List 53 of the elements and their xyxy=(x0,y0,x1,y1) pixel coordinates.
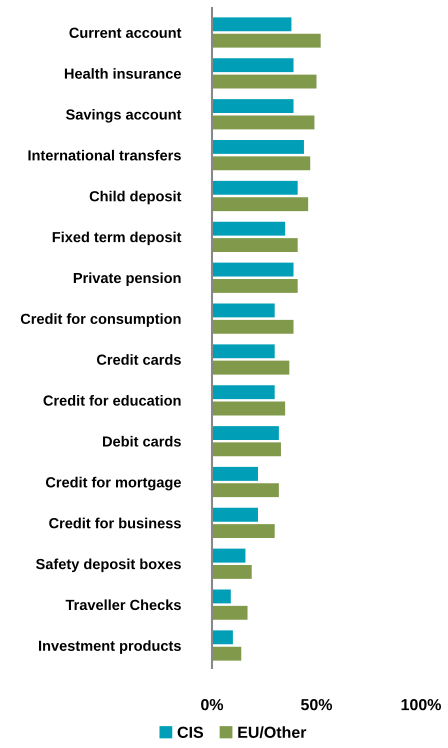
bar xyxy=(212,156,310,170)
bar xyxy=(212,180,298,195)
legend-label: CIS xyxy=(178,726,204,738)
bar xyxy=(212,402,286,416)
bar xyxy=(212,222,286,236)
x-tick-label: 50% xyxy=(301,698,332,710)
bar xyxy=(212,320,294,334)
bar xyxy=(212,262,294,276)
bar xyxy=(212,58,294,72)
bar xyxy=(212,140,304,154)
bar xyxy=(212,524,275,538)
bar xyxy=(212,548,246,563)
x-tick-label: 0% xyxy=(201,698,224,710)
bar xyxy=(212,590,231,604)
y-tick-label: Private pension xyxy=(74,272,181,286)
bar xyxy=(212,606,248,620)
bar xyxy=(212,344,275,358)
bar xyxy=(212,442,281,456)
bar xyxy=(212,646,242,661)
bar xyxy=(212,565,252,579)
y-tick-label: Credit for consumption xyxy=(20,313,181,327)
bar xyxy=(212,197,308,212)
bar xyxy=(212,17,292,32)
y-tick-label: Current account xyxy=(69,28,182,38)
y-tick-label: Credit for mortgage xyxy=(46,476,181,490)
y-tick-label: Credit for business xyxy=(49,518,181,528)
bar xyxy=(212,508,258,522)
bar xyxy=(212,115,314,130)
x-tick-label: 100% xyxy=(402,698,442,710)
bar xyxy=(212,238,298,252)
y-tick-label: Credit cards xyxy=(96,354,181,365)
y-tick-label: Health insurance xyxy=(64,68,181,79)
bar xyxy=(212,74,316,89)
y-tick-label: Savings account xyxy=(66,108,182,123)
bar xyxy=(212,426,279,440)
bar xyxy=(212,630,233,644)
bar xyxy=(212,99,294,114)
bar xyxy=(212,483,279,498)
y-tick-label: Traveller Checks xyxy=(66,599,181,610)
bar xyxy=(212,303,275,318)
bar xyxy=(212,34,321,48)
y-tick-label: Debit cards xyxy=(103,436,181,447)
y-tick-label: Fixed term deposit xyxy=(52,232,182,246)
bar xyxy=(212,360,290,375)
y-tick-label: Child deposit xyxy=(90,190,182,204)
y-tick-label: International transfers xyxy=(28,150,181,161)
bar xyxy=(212,278,298,293)
legend-label: EU/Other xyxy=(238,726,306,738)
y-tick-label: Investment products xyxy=(39,640,181,654)
y-tick-label: Credit for education xyxy=(44,395,181,406)
bar xyxy=(212,385,275,400)
bar xyxy=(212,466,258,481)
y-tick-label: Safety deposit boxes xyxy=(36,558,181,572)
